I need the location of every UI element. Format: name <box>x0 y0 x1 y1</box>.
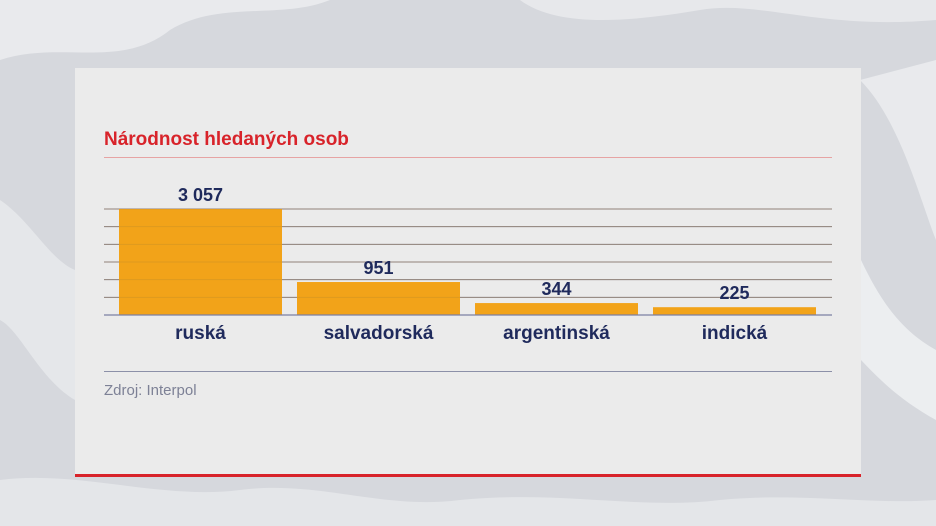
value-label: 3 057 <box>178 185 223 205</box>
category-label: ruská <box>175 323 226 344</box>
value-label: 225 <box>719 283 749 303</box>
bar-ruská <box>119 209 282 315</box>
source-note: Zdroj: Interpol <box>104 382 197 399</box>
category-label: argentinská <box>503 323 610 344</box>
value-labels: 3 057 951 344 225 <box>178 185 750 303</box>
source-divider <box>104 371 832 372</box>
bars <box>119 209 816 315</box>
bar-argentinská <box>475 303 638 315</box>
category-label: indická <box>702 323 768 344</box>
chart-title: Národnost hledaných osob <box>104 129 349 150</box>
category-labels: ruská salvadorská argentinská indická <box>175 323 768 344</box>
title-divider <box>104 157 832 158</box>
category-label: salvadorská <box>324 323 434 344</box>
gridlines-over-bars <box>104 208 832 316</box>
value-label: 344 <box>541 279 571 299</box>
bar-salvadorská <box>297 282 460 315</box>
bar-indická <box>653 307 816 315</box>
value-label: 951 <box>363 258 393 278</box>
card-accent-line <box>75 474 861 477</box>
